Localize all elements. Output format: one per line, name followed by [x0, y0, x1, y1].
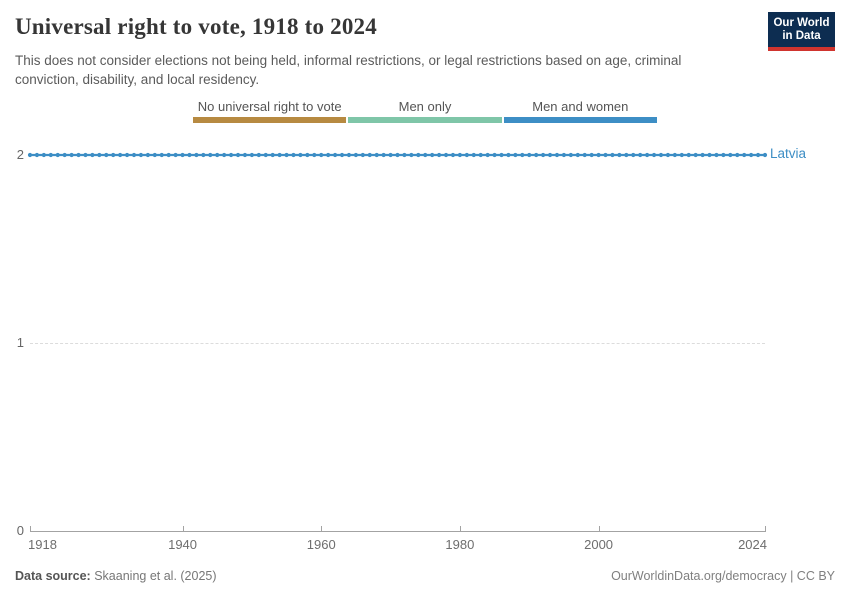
legend-color-bar	[503, 117, 657, 123]
x-axis-label-2000: 2000	[584, 537, 614, 552]
x-axis-line	[30, 531, 766, 532]
legend-label: Men only	[398, 99, 452, 114]
footer-source-value: Skaaning et al. (2025)	[94, 569, 217, 583]
legend-item-no-universal-right-to-vote[interactable]: No universal right to vote	[193, 99, 347, 123]
gridline-y1	[30, 343, 765, 344]
legend-label: No universal right to vote	[197, 99, 342, 114]
y-axis-label-0: 0	[16, 523, 24, 538]
x-axis-tick-1918	[30, 526, 31, 531]
page-title: Universal right to vote, 1918 to 2024	[15, 14, 377, 39]
entity-label-latvia[interactable]: Latvia	[770, 146, 807, 161]
x-axis-label-2024: 2024	[738, 537, 767, 552]
y-axis-label-1: 1	[16, 335, 24, 350]
y-axis-label-2: 2	[16, 147, 24, 162]
legend-item-men-and-women[interactable]: Men and women	[503, 99, 657, 123]
footer-credit-link[interactable]: OurWorldinData.org/democracy | CC BY	[611, 569, 835, 583]
x-axis-label-1940: 1940	[168, 537, 198, 552]
legend-label: Men and women	[532, 99, 629, 114]
x-axis-label-1980: 1980	[445, 537, 475, 552]
owid-logo[interactable]: Our World in Data	[768, 12, 835, 51]
owid-logo-line1: Our World	[773, 16, 830, 29]
x-axis-tick-2000	[599, 526, 600, 531]
x-axis-tick-2024	[765, 526, 766, 531]
x-axis-label-1918: 1918	[28, 537, 57, 552]
footer-source: Data source: Skaaning et al. (2025)	[15, 569, 217, 583]
page-subtitle: This does not consider elections not bei…	[15, 53, 682, 87]
x-axis-label-1960: 1960	[306, 537, 336, 552]
legend-item-men-only[interactable]: Men only	[348, 99, 502, 123]
footer-source-label: Data source:	[15, 569, 91, 583]
x-axis-tick-1980	[460, 526, 461, 531]
owid-logo-line2: in Data	[782, 29, 821, 42]
category-legend: No universal right to vote Men only Men an…	[193, 99, 657, 123]
legend-color-bar	[348, 117, 502, 123]
legend-color-bar	[193, 117, 347, 123]
x-axis-tick-1940	[183, 526, 184, 531]
x-axis-tick-1960	[321, 526, 322, 531]
